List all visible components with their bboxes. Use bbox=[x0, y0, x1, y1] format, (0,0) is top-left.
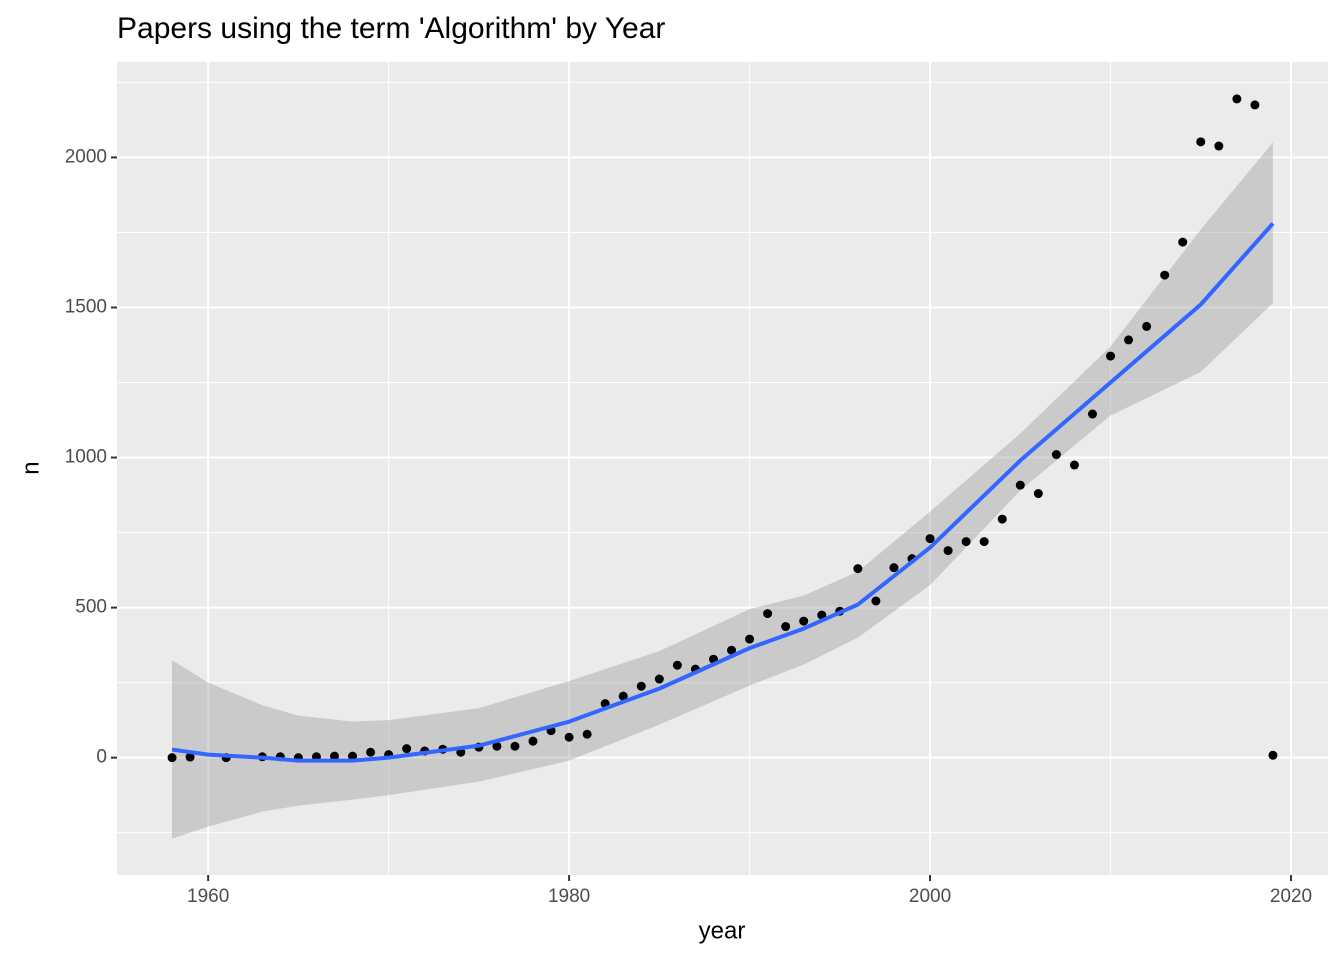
point bbox=[185, 752, 195, 762]
point bbox=[1033, 489, 1043, 499]
point bbox=[564, 732, 574, 742]
point bbox=[1142, 321, 1152, 331]
point bbox=[1160, 270, 1170, 280]
point bbox=[1250, 100, 1260, 110]
point bbox=[781, 622, 791, 632]
point bbox=[654, 674, 664, 684]
point bbox=[636, 681, 646, 691]
point bbox=[763, 609, 773, 619]
y-axis-label: n bbox=[17, 461, 44, 474]
y-tick-label: 1500 bbox=[65, 297, 107, 318]
panel bbox=[117, 62, 1328, 875]
point bbox=[1268, 750, 1278, 760]
point bbox=[1015, 480, 1025, 490]
point bbox=[528, 736, 538, 746]
point bbox=[799, 616, 809, 626]
point bbox=[961, 537, 971, 547]
point bbox=[745, 634, 755, 644]
y-tick-label: 2000 bbox=[65, 146, 107, 167]
point bbox=[402, 744, 412, 754]
point bbox=[1124, 335, 1134, 345]
point bbox=[1051, 450, 1061, 460]
point bbox=[817, 610, 827, 620]
x-tick-label: 2020 bbox=[1270, 886, 1312, 907]
y-tick-label: 1000 bbox=[65, 447, 107, 468]
point bbox=[889, 563, 899, 573]
x-tick-label: 1980 bbox=[548, 886, 590, 907]
point bbox=[871, 596, 881, 606]
point bbox=[167, 753, 177, 763]
point bbox=[979, 537, 989, 547]
point bbox=[618, 691, 628, 701]
point bbox=[1106, 351, 1116, 361]
point bbox=[582, 729, 592, 739]
point bbox=[672, 660, 682, 670]
confidence-band bbox=[172, 142, 1273, 839]
point bbox=[329, 751, 339, 761]
point bbox=[943, 546, 953, 556]
x-tick-label: 1960 bbox=[187, 886, 229, 907]
x-axis-label: year bbox=[699, 917, 746, 944]
point bbox=[492, 741, 502, 751]
point bbox=[1196, 137, 1206, 147]
point bbox=[727, 645, 737, 655]
point bbox=[348, 751, 358, 761]
point bbox=[1178, 237, 1188, 247]
x-tick-label: 2000 bbox=[909, 886, 951, 907]
point bbox=[1214, 141, 1224, 151]
point bbox=[366, 747, 376, 757]
y-tick-label: 500 bbox=[75, 597, 107, 618]
point bbox=[1087, 409, 1097, 419]
chart-title: Papers using the term 'Algorithm' by Yea… bbox=[117, 12, 665, 45]
point bbox=[510, 741, 520, 751]
point bbox=[1232, 94, 1242, 104]
smooth-line bbox=[171, 222, 1275, 763]
point bbox=[997, 514, 1007, 524]
point bbox=[925, 534, 935, 544]
point bbox=[853, 564, 863, 574]
y-tick-label: 0 bbox=[96, 747, 107, 768]
point bbox=[1069, 460, 1079, 470]
